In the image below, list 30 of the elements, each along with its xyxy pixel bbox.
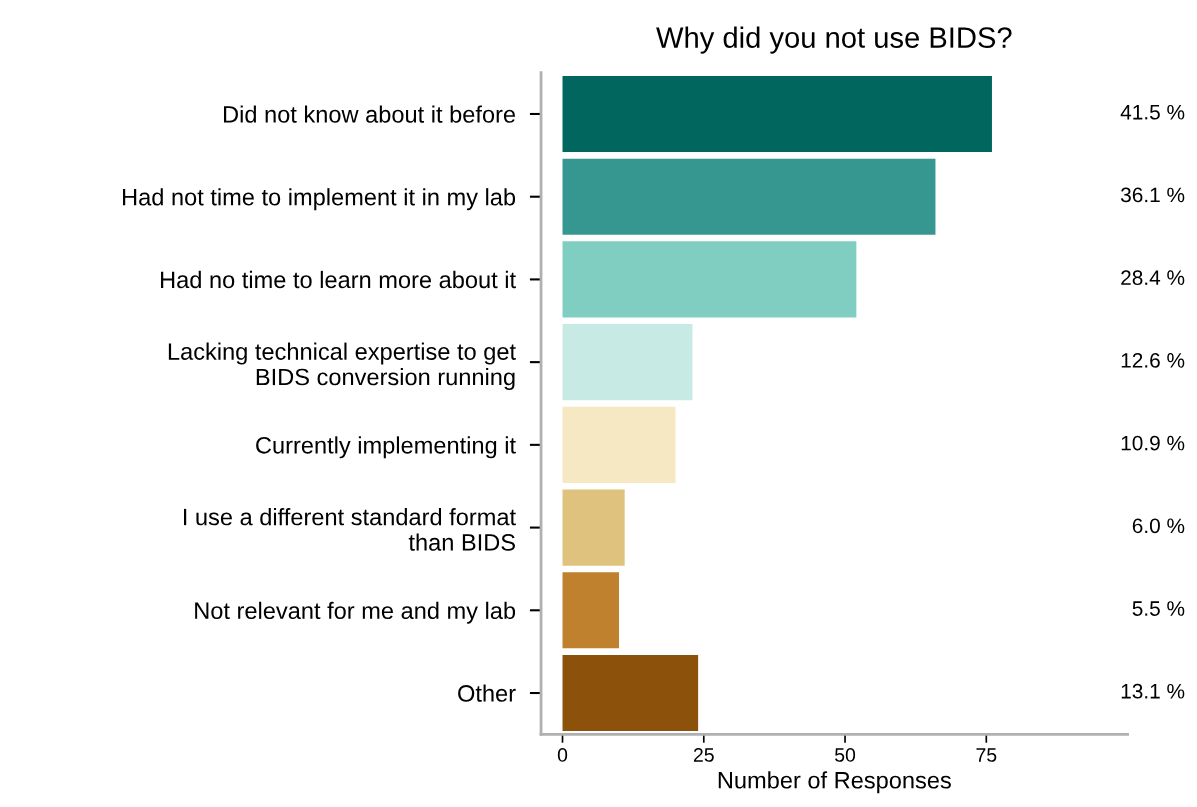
annotation: 41.5 %	[1120, 104, 1185, 120]
chart-title: Why did you not use BIDS?	[656, 26, 1012, 54]
annotation: 28.4 %	[1121, 270, 1185, 286]
annotation: 12.6 %	[1121, 352, 1185, 368]
bar	[562, 75, 992, 153]
annotation: 13.1 %	[1121, 683, 1185, 699]
annotation: 10.9 %	[1121, 435, 1185, 451]
bar	[562, 406, 676, 483]
x-tick-label: 0	[557, 748, 568, 762]
text: 6.0 %	[1132, 518, 1185, 534]
y-tick-label: Not relevant for me and my lab	[195, 601, 516, 624]
bar	[562, 654, 699, 732]
y-tick-label: Currently implementing it	[256, 436, 516, 459]
y-tick-label: I use a different standard format than BIDS	[183, 508, 516, 551]
x-tick-label: 50	[835, 748, 856, 762]
bar	[562, 158, 936, 235]
annotation: 36.1 %	[1120, 187, 1185, 203]
y-tick-label: Did not know about it before	[223, 105, 516, 123]
y-tick-label: Other	[458, 684, 516, 702]
y-tick-label: Had no time to learn more about it	[161, 270, 516, 289]
text: 5.5 %	[1132, 601, 1185, 616]
y-tick-label: Lacking technical expertise to get BIDS conversion running	[168, 342, 516, 391]
x-tick-label: 25	[693, 748, 714, 762]
x-axis-title: Number of Responses	[718, 771, 951, 794]
bar	[562, 489, 625, 566]
bar	[562, 241, 857, 318]
bar	[562, 572, 620, 649]
x-tick-label: 75	[976, 748, 997, 762]
y-tick-label: Had not time to implement it in my lab	[123, 188, 516, 211]
bar	[562, 324, 693, 401]
